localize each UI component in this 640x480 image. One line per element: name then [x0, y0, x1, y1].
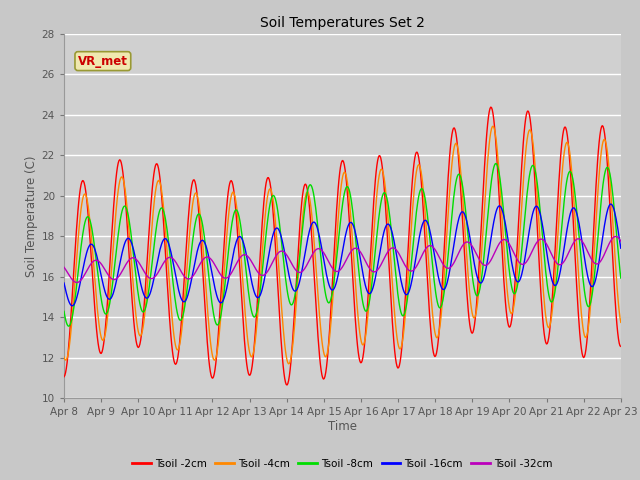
Tsoil -4cm [127, 259, 135, 264]
Tsoil -8cm [65, 324, 72, 329]
Title: Soil Temperatures Set 2: Soil Temperatures Set 2 [260, 16, 425, 30]
Tsoil -16cm [607, 201, 614, 207]
Line: Tsoil -4cm: Tsoil -4cm [64, 126, 621, 364]
Tsoil -32cm [214, 268, 222, 274]
Tsoil -32cm [128, 255, 136, 261]
Tsoil -32cm [74, 279, 81, 285]
Tsoil -2cm [283, 382, 291, 388]
Tsoil -8cm [60, 309, 68, 314]
Tsoil -8cm [492, 161, 500, 167]
Tsoil -8cm [411, 224, 419, 229]
Text: VR_met: VR_met [78, 55, 128, 68]
Tsoil -8cm [71, 298, 79, 303]
Tsoil -32cm [617, 238, 625, 244]
Tsoil -16cm [214, 297, 222, 302]
Line: Tsoil -8cm: Tsoil -8cm [64, 164, 621, 326]
Tsoil -4cm [489, 123, 497, 129]
Tsoil -8cm [428, 248, 435, 253]
Tsoil -32cm [60, 264, 68, 270]
Tsoil -32cm [411, 266, 419, 272]
Tsoil -16cm [411, 261, 419, 267]
Tsoil -4cm [70, 290, 78, 296]
Tsoil -2cm [60, 374, 68, 380]
Tsoil -16cm [617, 245, 625, 251]
Tsoil -2cm [428, 331, 435, 336]
Line: Tsoil -32cm: Tsoil -32cm [64, 237, 621, 282]
Tsoil -8cm [128, 240, 136, 246]
Tsoil -2cm [617, 344, 625, 349]
Tsoil -2cm [184, 220, 192, 226]
Tsoil -16cm [128, 242, 136, 248]
Tsoil -4cm [214, 348, 221, 353]
Tsoil -8cm [617, 275, 625, 281]
Tsoil -2cm [70, 264, 78, 269]
Tsoil -32cm [428, 243, 435, 249]
Tsoil -32cm [70, 278, 78, 284]
Tsoil -8cm [214, 322, 222, 327]
Tsoil -4cm [617, 320, 625, 325]
Tsoil -32cm [185, 276, 193, 282]
Tsoil -16cm [71, 300, 79, 306]
Tsoil -8cm [185, 273, 193, 278]
Tsoil -2cm [214, 344, 221, 350]
Legend: Tsoil -2cm, Tsoil -4cm, Tsoil -8cm, Tsoil -16cm, Tsoil -32cm: Tsoil -2cm, Tsoil -4cm, Tsoil -8cm, Tsoi… [128, 455, 557, 473]
X-axis label: Time: Time [328, 420, 357, 433]
Y-axis label: Soil Temperature (C): Soil Temperature (C) [24, 155, 38, 277]
Tsoil -4cm [285, 361, 292, 367]
Tsoil -2cm [127, 287, 135, 293]
Tsoil -32cm [612, 234, 620, 240]
Tsoil -16cm [68, 303, 76, 309]
Tsoil -4cm [411, 181, 419, 187]
Line: Tsoil -2cm: Tsoil -2cm [64, 107, 621, 385]
Tsoil -2cm [487, 104, 495, 110]
Tsoil -16cm [428, 233, 435, 239]
Line: Tsoil -16cm: Tsoil -16cm [64, 204, 621, 306]
Tsoil -4cm [60, 354, 68, 360]
Tsoil -16cm [185, 289, 193, 295]
Tsoil -16cm [60, 280, 68, 286]
Tsoil -2cm [411, 155, 419, 161]
Tsoil -4cm [184, 252, 192, 257]
Tsoil -4cm [428, 294, 435, 300]
